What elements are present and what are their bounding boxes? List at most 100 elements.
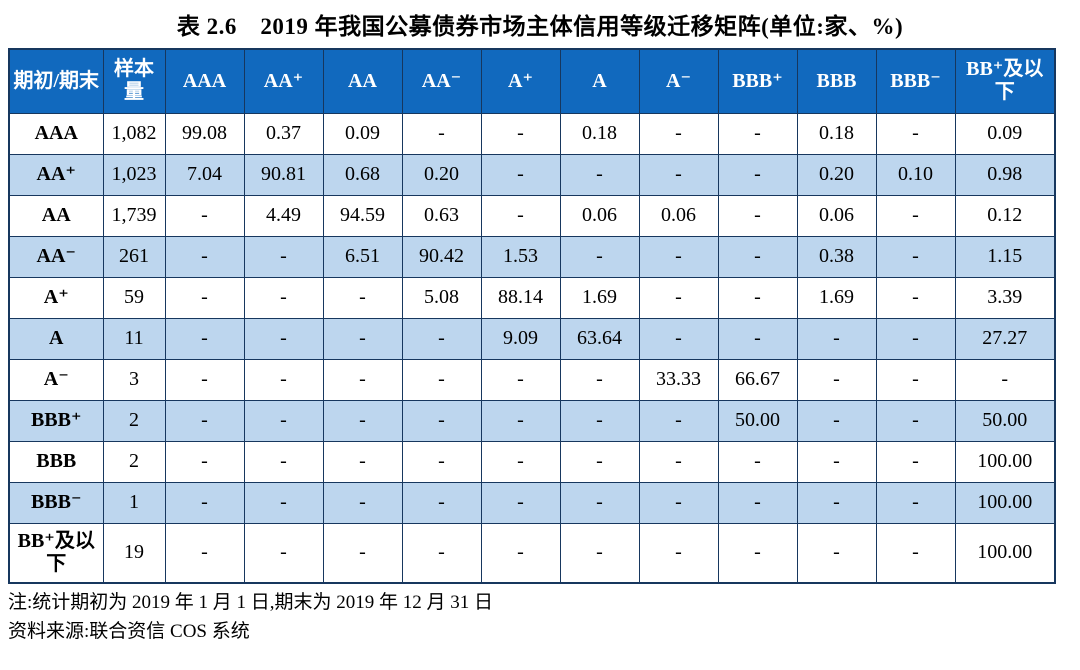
matrix-value-cell: - [401, 440, 482, 483]
matrix-value-cell: - [401, 358, 482, 401]
sample-count-cell: 11 [102, 317, 166, 360]
matrix-value-cell: - [164, 194, 245, 237]
matrix-value-cell: - [638, 276, 719, 319]
matrix-value-cell: 50.00 [717, 399, 798, 442]
table-notes: 注:统计期初为 2019 年 1 月 1 日,期末为 2019 年 12 月 3… [8, 589, 1080, 646]
table-row: BBB 2- - - - - - - - - -100.00 [8, 440, 1056, 483]
matrix-value-cell: 0.37 [243, 112, 324, 155]
matrix-value-cell: 0.98 [954, 153, 1056, 196]
column-header: A⁺ [480, 48, 561, 114]
table-row: A⁻ 3- - - - - -33.33 66.67- - - [8, 358, 1056, 401]
table-row: A 11- - - -9.09 63.64- - - -27.27 [8, 317, 1056, 360]
table-row: AAA 1,082 99.08 0.37 0.09- -0.18- -0.18-0.09 [8, 112, 1056, 155]
column-header: A [559, 48, 640, 114]
column-header: 样本量 [102, 48, 166, 114]
matrix-value-cell: 0.12 [954, 194, 1056, 237]
matrix-value-cell: - [875, 522, 956, 584]
matrix-value-cell: 50.00 [954, 399, 1056, 442]
matrix-value-cell: - [164, 235, 245, 278]
matrix-value-cell: - [480, 522, 561, 584]
matrix-value-cell: - [243, 440, 324, 483]
row-header: AA⁺ [8, 153, 104, 196]
matrix-value-cell: 0.06 [638, 194, 719, 237]
matrix-value-cell: - [243, 481, 324, 524]
matrix-value-cell: - [401, 112, 482, 155]
row-header: A⁻ [8, 358, 104, 401]
matrix-value-cell: 6.51 [322, 235, 403, 278]
matrix-value-cell: - [243, 235, 324, 278]
column-header: BBB⁻ [875, 48, 956, 114]
matrix-value-cell: - [954, 358, 1056, 401]
matrix-value-cell: - [559, 153, 640, 196]
column-header: BBB⁺ [717, 48, 798, 114]
matrix-value-cell: - [875, 440, 956, 483]
column-header: BBB [796, 48, 877, 114]
matrix-value-cell: - [559, 399, 640, 442]
matrix-value-cell: 94.59 [322, 194, 403, 237]
matrix-value-cell: 100.00 [954, 481, 1056, 524]
table-header: 期初/期末 样本量 AAA AA⁺ AA AA⁻ A⁺ A A⁻ BBB⁺ BBB BBB⁻ BB⁺及以… [8, 48, 1056, 114]
table-caption: 表 2.6 2019 年我国公募债券市场主体信用等级迁移矩阵(单位:家、%) [176, 14, 904, 39]
matrix-value-cell: 0.63 [401, 194, 482, 237]
table-row: BB⁺及以下 19- - - - - - - - - -100.00 [8, 522, 1056, 584]
matrix-value-cell: 33.33 [638, 358, 719, 401]
matrix-value-cell: - [480, 399, 561, 442]
matrix-value-cell: - [796, 481, 877, 524]
matrix-value-cell: 0.10 [875, 153, 956, 196]
matrix-value-cell: - [401, 399, 482, 442]
matrix-value-cell: - [717, 235, 798, 278]
matrix-value-cell: - [401, 317, 482, 360]
matrix-value-cell: 88.14 [480, 276, 561, 319]
matrix-value-cell: 1.53 [480, 235, 561, 278]
sample-count-cell: 1,082 [102, 112, 166, 155]
matrix-value-cell: 0.38 [796, 235, 877, 278]
matrix-value-cell: - [559, 440, 640, 483]
matrix-value-cell: - [480, 112, 561, 155]
matrix-value-cell: 100.00 [954, 440, 1056, 483]
matrix-value-cell: - [717, 440, 798, 483]
matrix-value-cell: - [717, 153, 798, 196]
matrix-value-cell: - [717, 276, 798, 319]
matrix-value-cell: 27.27 [954, 317, 1056, 360]
matrix-value-cell: 0.09 [322, 112, 403, 155]
matrix-value-cell: - [243, 276, 324, 319]
matrix-value-cell: - [322, 276, 403, 319]
column-header: BB⁺及以下 [954, 48, 1056, 114]
matrix-value-cell: - [164, 317, 245, 360]
matrix-value-cell: - [322, 481, 403, 524]
row-header: BB⁺及以下 [8, 522, 104, 584]
sample-count-cell: 1,739 [102, 194, 166, 237]
matrix-value-cell: 7.04 [164, 153, 245, 196]
matrix-value-cell: 63.64 [559, 317, 640, 360]
matrix-value-cell: 1.69 [796, 276, 877, 319]
sample-count-cell: 261 [102, 235, 166, 278]
matrix-value-cell: - [875, 235, 956, 278]
matrix-value-cell: 0.20 [796, 153, 877, 196]
row-header: BBB⁺ [8, 399, 104, 442]
matrix-value-cell: - [875, 481, 956, 524]
matrix-value-cell: 0.06 [796, 194, 877, 237]
table-row: A⁺ 59- - -5.08 88.14 1.69- -1.69-3.39 [8, 276, 1056, 319]
row-header: BBB [8, 440, 104, 483]
matrix-value-cell: - [875, 276, 956, 319]
sample-count-cell: 2 [102, 440, 166, 483]
table-row: AA⁻ 261- -6.51 90.42 1.53- - -0.38-1.15 [8, 235, 1056, 278]
matrix-value-cell: - [164, 522, 245, 584]
matrix-value-cell: - [638, 153, 719, 196]
matrix-value-cell: - [164, 358, 245, 401]
matrix-value-cell: - [875, 399, 956, 442]
column-header: AA [322, 48, 403, 114]
matrix-value-cell: 66.67 [717, 358, 798, 401]
sample-count-cell: 1,023 [102, 153, 166, 196]
matrix-value-cell: - [322, 522, 403, 584]
matrix-value-cell: 1.69 [559, 276, 640, 319]
matrix-value-cell: - [243, 399, 324, 442]
matrix-value-cell: - [559, 522, 640, 584]
matrix-value-cell: - [322, 358, 403, 401]
matrix-value-cell: 4.49 [243, 194, 324, 237]
matrix-value-cell: - [638, 235, 719, 278]
matrix-value-cell: 0.18 [796, 112, 877, 155]
matrix-value-cell: - [638, 481, 719, 524]
row-header: A⁺ [8, 276, 104, 319]
matrix-value-cell: - [243, 358, 324, 401]
